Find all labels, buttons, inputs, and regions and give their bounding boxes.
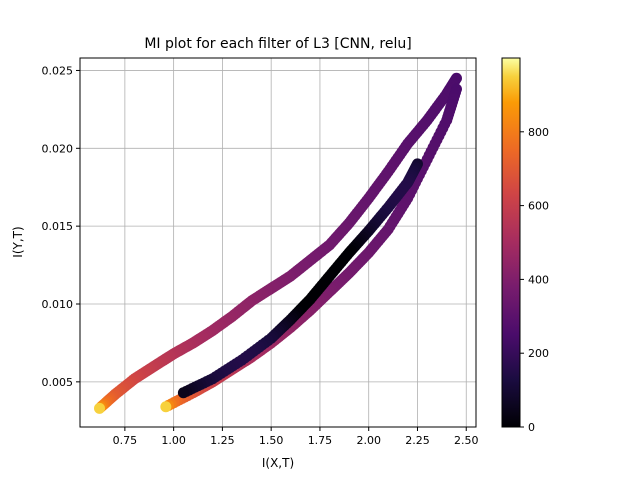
- colorbar-tick-label: 200: [528, 347, 549, 360]
- x-tick-label: 1.75: [308, 434, 333, 447]
- y-tick-label: 0.005: [42, 376, 74, 389]
- scatter-point: [177, 387, 189, 399]
- y-tick-label: 0.020: [42, 142, 74, 155]
- y-axis-label: I(Y,T): [11, 226, 25, 257]
- y-tick-label: 0.015: [42, 220, 74, 233]
- x-tick-label: 1.25: [210, 434, 235, 447]
- grid-layer: [80, 58, 476, 427]
- x-tick-label: 1.50: [259, 434, 284, 447]
- x-axis-ticks: 0.75 1.00 1.25 1.50 1.75 2.00 2.25 2.50: [113, 427, 479, 447]
- scatter-points: [94, 72, 462, 414]
- x-axis-label: I(X,T): [262, 456, 294, 470]
- x-tick-label: 0.75: [113, 434, 138, 447]
- colorbar: [501, 57, 521, 428]
- y-tick-label: 0.025: [42, 64, 74, 77]
- colorbar-tick-label: 400: [528, 273, 549, 286]
- colorbar-tick-label: 0: [528, 421, 535, 434]
- x-tick-label: 2.00: [356, 434, 381, 447]
- colorbar-tick-label: 600: [528, 200, 549, 213]
- y-tick-label: 0.010: [42, 298, 74, 311]
- x-tick-label: 1.00: [161, 434, 186, 447]
- chart-title: MI plot for each filter of L3 [CNN, relu…: [144, 36, 411, 52]
- scatter-point: [160, 401, 172, 413]
- colorbar-tick-label: 800: [528, 126, 549, 139]
- x-tick-label: 2.50: [454, 434, 479, 447]
- colorbar-ticks: 0 200 400 600 800: [520, 126, 549, 434]
- y-axis-ticks: 0.005 0.010 0.015 0.020 0.025: [42, 64, 80, 389]
- scatter-point: [94, 402, 106, 414]
- x-tick-label: 2.25: [405, 434, 430, 447]
- plot-frame: [79, 57, 477, 428]
